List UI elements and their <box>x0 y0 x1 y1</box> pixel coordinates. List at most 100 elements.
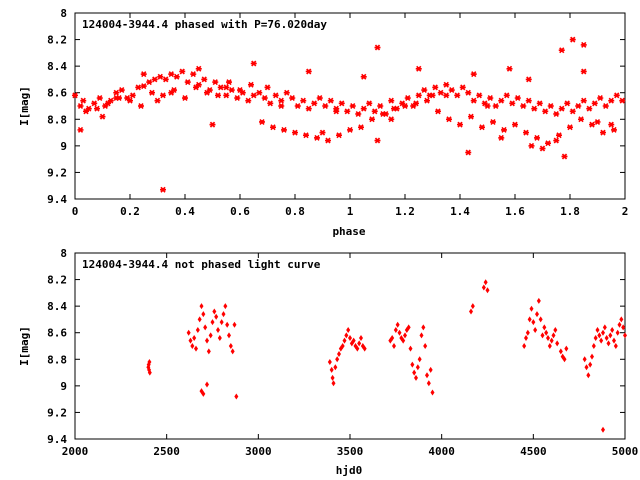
data-point <box>173 73 180 80</box>
data-point <box>448 87 455 94</box>
data-point <box>606 340 611 347</box>
data-point <box>325 137 331 144</box>
data-point <box>549 337 554 344</box>
data-point <box>492 103 499 109</box>
data-point <box>184 79 191 86</box>
data-point <box>168 71 175 78</box>
data-point <box>476 92 483 99</box>
data-point <box>580 97 587 104</box>
data-point <box>468 113 474 120</box>
data-point <box>228 343 233 349</box>
data-point <box>333 364 338 371</box>
data-point <box>319 129 326 136</box>
data-point <box>223 92 230 99</box>
y-tick-label: 8 <box>60 247 67 260</box>
data-point <box>94 105 100 112</box>
data-point <box>83 108 89 115</box>
x-tick-label: 2 <box>622 205 629 218</box>
data-point <box>533 327 538 334</box>
data-point <box>465 149 472 156</box>
data-point <box>278 103 285 109</box>
data-point <box>129 92 136 99</box>
data-point <box>454 92 461 99</box>
y-tick-label: 8.8 <box>47 353 67 366</box>
data-point <box>545 140 551 147</box>
y-tick-label: 8.6 <box>47 327 67 340</box>
x-tick-label: 3500 <box>337 445 364 458</box>
data-point <box>250 60 257 67</box>
y-tick-label: 8 <box>60 7 67 20</box>
data-point <box>555 340 560 347</box>
data-point <box>194 345 198 352</box>
data-point <box>201 390 206 397</box>
data-point <box>212 79 219 86</box>
data-point <box>410 361 415 368</box>
data-point <box>360 105 367 112</box>
data-point <box>388 97 395 104</box>
data-point <box>99 113 106 120</box>
data-point <box>214 313 219 320</box>
data-point <box>470 97 477 104</box>
data-point <box>597 332 602 339</box>
data-point <box>314 134 320 141</box>
data-point <box>113 89 120 96</box>
data-point <box>154 97 161 104</box>
data-point <box>470 71 477 78</box>
data-point <box>160 92 166 99</box>
data-point <box>360 73 367 80</box>
data-point <box>267 100 274 107</box>
data-point <box>619 316 624 323</box>
data-point <box>578 116 584 123</box>
data-point <box>206 348 211 355</box>
data-point <box>216 327 220 334</box>
data-point <box>192 335 197 342</box>
data-point <box>525 76 532 83</box>
data-point <box>611 126 617 133</box>
data-point <box>199 303 204 310</box>
data-point <box>425 372 429 379</box>
data-point <box>608 97 615 104</box>
data-point <box>335 356 340 363</box>
data-point <box>520 103 527 109</box>
data-point <box>140 71 147 78</box>
data-point <box>259 118 265 125</box>
data-point <box>219 319 224 326</box>
data-point <box>404 95 411 102</box>
data-point <box>415 364 420 371</box>
data-point <box>205 337 209 344</box>
data-point <box>534 134 540 141</box>
y-tick-label: 9 <box>60 140 67 153</box>
data-point <box>403 332 407 339</box>
data-point <box>569 108 576 115</box>
data-point <box>575 103 582 109</box>
data-point <box>523 129 529 136</box>
data-point <box>599 337 604 344</box>
y-tick-label: 9.2 <box>47 166 67 179</box>
data-point <box>481 284 486 291</box>
x-tick-label: 2500 <box>153 445 180 458</box>
data-point <box>589 121 595 128</box>
data-point <box>506 65 513 72</box>
data-point <box>217 84 224 91</box>
data-point <box>264 84 271 91</box>
data-point <box>393 327 398 334</box>
data-point <box>245 97 252 104</box>
data-point <box>539 145 546 152</box>
data-point <box>417 356 422 363</box>
y-tick-label: 9.4 <box>47 433 67 446</box>
data-point <box>423 343 428 349</box>
data-point <box>594 118 601 125</box>
y-tick-label: 9.2 <box>47 406 67 419</box>
data-point <box>221 311 226 318</box>
data-point <box>377 103 384 109</box>
data-point <box>338 100 345 107</box>
data-point <box>311 100 318 107</box>
data-point <box>424 97 430 104</box>
x-tick-label: 1.6 <box>505 205 525 218</box>
x-tick-label: 1.4 <box>450 205 470 218</box>
data-point <box>584 364 589 371</box>
data-point <box>540 332 545 339</box>
data-point <box>147 358 152 365</box>
y-tick-label: 8.6 <box>47 87 67 100</box>
x-tick-label: 1.8 <box>560 205 580 218</box>
